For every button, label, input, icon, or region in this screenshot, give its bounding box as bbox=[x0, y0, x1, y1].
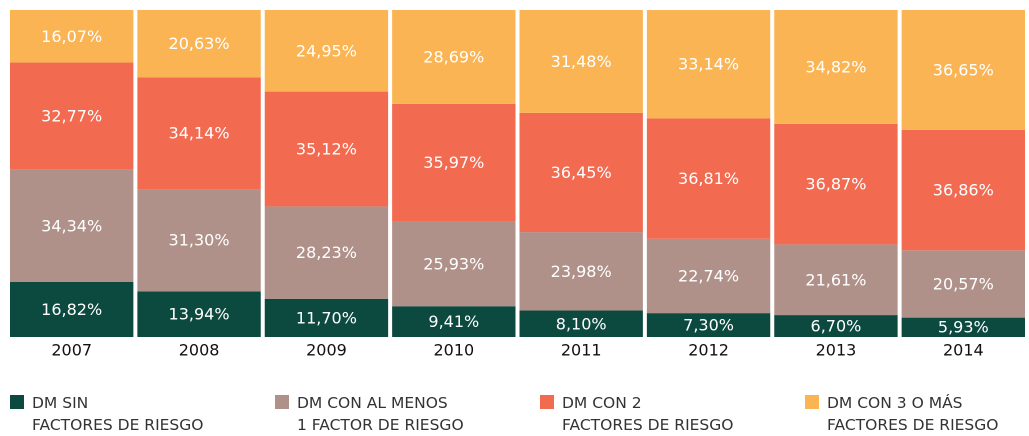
bar-segment bbox=[137, 9, 261, 78]
data-label: 6,70% bbox=[811, 317, 862, 336]
bar-segment bbox=[646, 238, 771, 314]
bar-segment bbox=[519, 9, 643, 113]
bar-segment bbox=[774, 10, 898, 124]
x-tick-label: 2008 bbox=[179, 341, 220, 360]
data-label: 16,07% bbox=[41, 27, 102, 46]
data-label: 32,77% bbox=[41, 107, 102, 126]
legend-item: DM CON 3 O MÁS FACTORES DE RIESGO bbox=[805, 392, 998, 436]
data-label: 36,87% bbox=[805, 175, 866, 194]
bar-segment bbox=[137, 189, 261, 292]
data-label: 24,95% bbox=[296, 41, 357, 60]
bar-segment bbox=[519, 310, 643, 337]
bar-segment bbox=[264, 10, 389, 92]
legend-item: DM CON 2 FACTORES DE RIESGO bbox=[540, 392, 733, 436]
data-label: 36,86% bbox=[933, 181, 994, 200]
bar-segment bbox=[392, 306, 516, 337]
bar-segment bbox=[264, 298, 389, 337]
data-label: 33,14% bbox=[678, 55, 739, 74]
bar-segment bbox=[646, 118, 771, 239]
bar-segment bbox=[774, 123, 898, 245]
bar-segment bbox=[137, 291, 261, 337]
data-label: 34,82% bbox=[805, 57, 866, 76]
bar-segment bbox=[392, 221, 516, 307]
x-tick-label: 2009 bbox=[306, 341, 347, 360]
bar-segment bbox=[264, 206, 389, 299]
legend-swatch bbox=[805, 395, 819, 409]
data-label: 16,82% bbox=[41, 300, 102, 319]
bar-segment bbox=[774, 315, 898, 337]
data-label: 35,97% bbox=[423, 153, 484, 172]
bar-segment bbox=[10, 10, 134, 63]
bar-segment bbox=[10, 62, 134, 170]
data-label: 28,23% bbox=[296, 243, 357, 262]
data-label: 11,70% bbox=[296, 308, 357, 327]
bar-segment bbox=[10, 169, 134, 282]
x-tick-label: 2010 bbox=[433, 341, 474, 360]
data-label: 34,34% bbox=[41, 216, 102, 235]
legend-swatch bbox=[275, 395, 289, 409]
x-tick-label: 2011 bbox=[561, 341, 602, 360]
bar-segment bbox=[392, 10, 516, 104]
data-label: 20,63% bbox=[169, 34, 230, 53]
bar-segment bbox=[519, 112, 643, 233]
chart: 16,82% 34,34% 32,77% 16,07% 2007 13,94% 31,30%… bbox=[10, 9, 1025, 360]
data-label: 25,93% bbox=[423, 254, 484, 273]
legend-swatch bbox=[10, 395, 24, 409]
bar-segment bbox=[774, 244, 898, 316]
data-label: 23,98% bbox=[551, 262, 612, 281]
legend-label: DM CON 2 FACTORES DE RIESGO bbox=[562, 394, 734, 434]
x-tick-label: 2012 bbox=[688, 341, 729, 360]
bar-segment bbox=[392, 103, 516, 222]
bar-segment bbox=[646, 10, 771, 119]
x-tick-label: 2014 bbox=[943, 341, 984, 360]
data-label: 9,41% bbox=[428, 312, 479, 331]
data-label: 36,45% bbox=[551, 163, 612, 182]
legend-item: DM SIN FACTORES DE RIESGO bbox=[10, 392, 203, 436]
data-label: 36,65% bbox=[933, 60, 994, 79]
data-label: 8,10% bbox=[556, 314, 607, 333]
data-label: 7,30% bbox=[683, 316, 734, 335]
bar-segment bbox=[901, 317, 1025, 337]
bar-segment bbox=[519, 232, 643, 311]
bar-segment bbox=[901, 9, 1025, 130]
data-label: 21,61% bbox=[805, 270, 866, 289]
x-tick-label: 2007 bbox=[51, 341, 92, 360]
legend-label: DM CON AL MENOS 1 FACTOR DE RIESGO bbox=[297, 394, 464, 434]
data-label: 20,57% bbox=[933, 274, 994, 293]
bar-segment bbox=[901, 250, 1025, 318]
data-label: 35,12% bbox=[296, 140, 357, 159]
bar-segment bbox=[264, 91, 389, 207]
data-label: 13,94% bbox=[169, 305, 230, 324]
bar-segment bbox=[646, 313, 771, 337]
x-tick-label: 2013 bbox=[816, 341, 857, 360]
legend-item: DM CON AL MENOS 1 FACTOR DE RIESGO bbox=[275, 392, 464, 436]
bar-segment bbox=[10, 281, 134, 337]
legend-label: DM SIN FACTORES DE RIESGO bbox=[32, 394, 204, 434]
data-label: 28,69% bbox=[423, 47, 484, 66]
bar-segment bbox=[901, 129, 1025, 251]
data-label: 34,14% bbox=[169, 124, 230, 143]
bar-segment bbox=[137, 77, 261, 190]
legend-label: DM CON 3 O MÁS FACTORES DE RIESGO bbox=[827, 394, 999, 434]
legend-swatch bbox=[540, 395, 554, 409]
data-label: 31,48% bbox=[551, 52, 612, 71]
data-label: 5,93% bbox=[938, 318, 989, 337]
data-label: 31,30% bbox=[169, 231, 230, 250]
data-label: 22,74% bbox=[678, 266, 739, 285]
data-label: 36,81% bbox=[678, 169, 739, 188]
